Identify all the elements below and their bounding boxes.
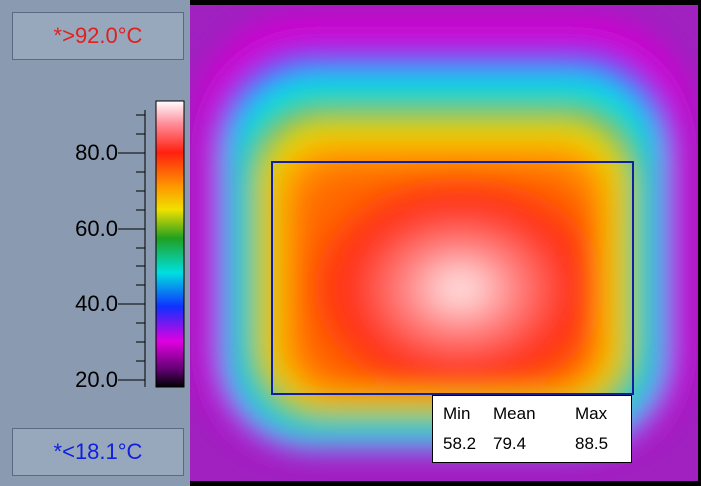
stats-header: Mean <box>493 404 536 424</box>
side-panel: *>92.0°C <box>0 0 190 486</box>
scale-ticks <box>118 110 145 387</box>
stats-box: Min Mean Max 58.2 79.4 88.5 <box>432 395 632 463</box>
min-label: *<18.1°C <box>12 428 184 476</box>
scale-tick-label: 20.0 <box>75 367 118 393</box>
colorbar <box>0 0 190 486</box>
stats-value: 79.4 <box>493 434 526 454</box>
stats-value: 88.5 <box>575 434 608 454</box>
thermal-viewer: *>92.0°C <box>0 0 701 486</box>
stats-header: Min <box>443 404 470 424</box>
scale-tick-label: 40.0 <box>75 291 118 317</box>
stats-value: 58.2 <box>443 434 476 454</box>
scale-tick-label: 80.0 <box>75 140 118 166</box>
stats-header: Max <box>575 404 607 424</box>
scale-tick-label: 60.0 <box>75 216 118 242</box>
colorbar-gradient <box>156 101 184 387</box>
